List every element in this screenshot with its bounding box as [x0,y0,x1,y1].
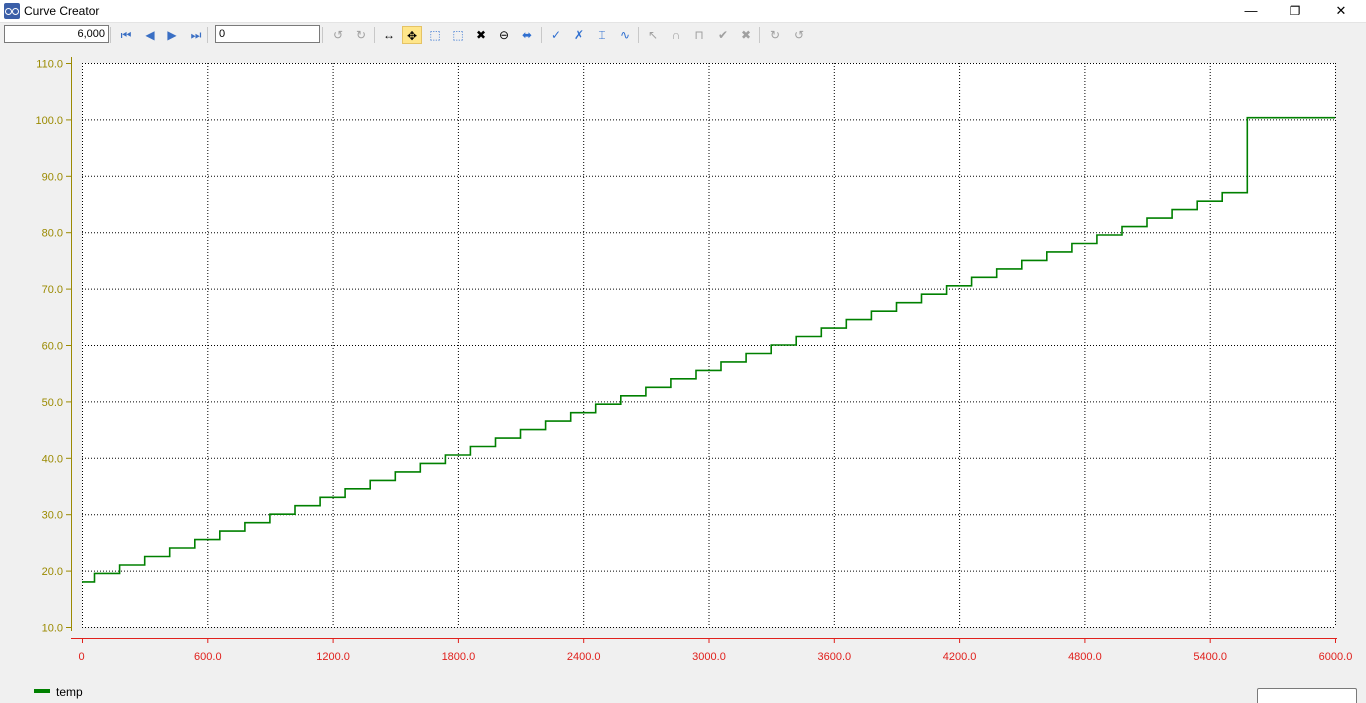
apply-icon: ✔ [717,28,729,42]
y-tick-label: 90.0 [42,171,63,183]
restore-button[interactable]: ❐ [1289,4,1301,18]
y-tick-label: 70.0 [42,284,63,296]
y-tick-label: 60.0 [42,341,63,353]
next-frame-icon[interactable]: ▶ [167,28,177,42]
y-tick-label: 30.0 [42,510,63,522]
app-icon [4,3,20,19]
window-title: Curve Creator [24,4,100,18]
x-tick-label: 1800.0 [442,651,476,663]
y-tick-label: 100.0 [35,115,63,127]
toolbar-separator [638,27,639,43]
legend-label: temp [56,685,83,699]
x-tick-label: 4200.0 [943,651,977,663]
curve-shape-icon: ∩ [671,28,681,42]
toolbar-separator [207,27,208,43]
x-tick-label: 2400.0 [567,651,601,663]
title-bar: Curve Creator — ❐ ✕ [0,0,1366,23]
prev-frame-icon[interactable]: ◀ [145,28,155,42]
x-tick-label: 3000.0 [692,651,726,663]
scale-curve-icon[interactable]: ⌶ [598,28,606,42]
sync-icon: ↻ [769,28,781,42]
remove-point-icon[interactable]: ✗ [573,28,585,42]
y-tick-label: 80.0 [42,228,63,240]
x-tick-label: 4800.0 [1068,651,1102,663]
position-input[interactable] [215,25,320,43]
minimize-button[interactable]: — [1244,3,1258,18]
duration-input[interactable] [4,25,109,43]
curve-chart[interactable]: 10.0 20.0 30.0 40.0 50.0 60.0 70.0 80.0 90.0 100.… [0,47,1366,683]
toolbar-separator [541,27,542,43]
zoom-x-icon[interactable]: ⬚ [429,28,441,42]
bottom-right-panel [1257,688,1357,703]
smooth-curve-icon[interactable]: ∿ [619,28,631,42]
y-tick-label: 110.0 [36,59,63,71]
select-point-icon: ↖ [647,28,659,42]
toolbar-separator [110,27,111,43]
x-tick-label: 1200.0 [316,651,350,663]
cancel-icon: ✖ [740,28,752,42]
undo-icon: ↺ [332,28,344,42]
redo-icon: ↻ [355,28,367,42]
x-tick-label: 6000.0 [1319,651,1353,663]
y-tick-label: 20.0 [42,566,63,578]
zoom-max-icon[interactable]: ⊖ [498,28,510,42]
toolbar-separator [759,27,760,43]
y-tick-label: 50.0 [42,397,63,409]
toolbar: ⏮ ◀ ▶ ⏭ ↺ ↻ ↔ ✥ ⬚ ⬚ ✖ ⊖ ⬌ ✓ ✗ ⌶ ∿ ↖ ∩ ⊓ ✔ ✖ ↻ ↺ [0,23,1366,47]
x-tick-label: 3600.0 [817,651,851,663]
add-point-icon[interactable]: ✓ [550,28,562,42]
y-tick-label: 40.0 [42,453,63,465]
fit-icon[interactable]: ⬌ [521,28,533,42]
toolbar-separator [374,27,375,43]
toolbar-separator [322,27,323,43]
x-tick-label: 0 [78,651,84,663]
pan-icon[interactable]: ↔ [383,28,395,42]
last-frame-icon[interactable]: ⏭ [190,28,202,42]
move-icon[interactable]: ✥ [402,26,422,44]
series-line-temp [82,116,1335,583]
zoom-reset-icon[interactable]: ✖ [475,28,487,42]
sync-all-icon: ↺ [793,28,805,42]
legend-swatch [34,689,50,693]
x-tick-label: 600.0 [194,651,222,663]
x-tick-label: 5400.0 [1193,651,1227,663]
zoom-y-icon[interactable]: ⬚ [452,28,464,42]
close-button[interactable]: ✕ [1335,3,1347,18]
first-frame-icon[interactable]: ⏮ [120,28,132,42]
y-tick-label: 10.0 [42,623,63,635]
step-shape-icon: ⊓ [694,28,704,42]
